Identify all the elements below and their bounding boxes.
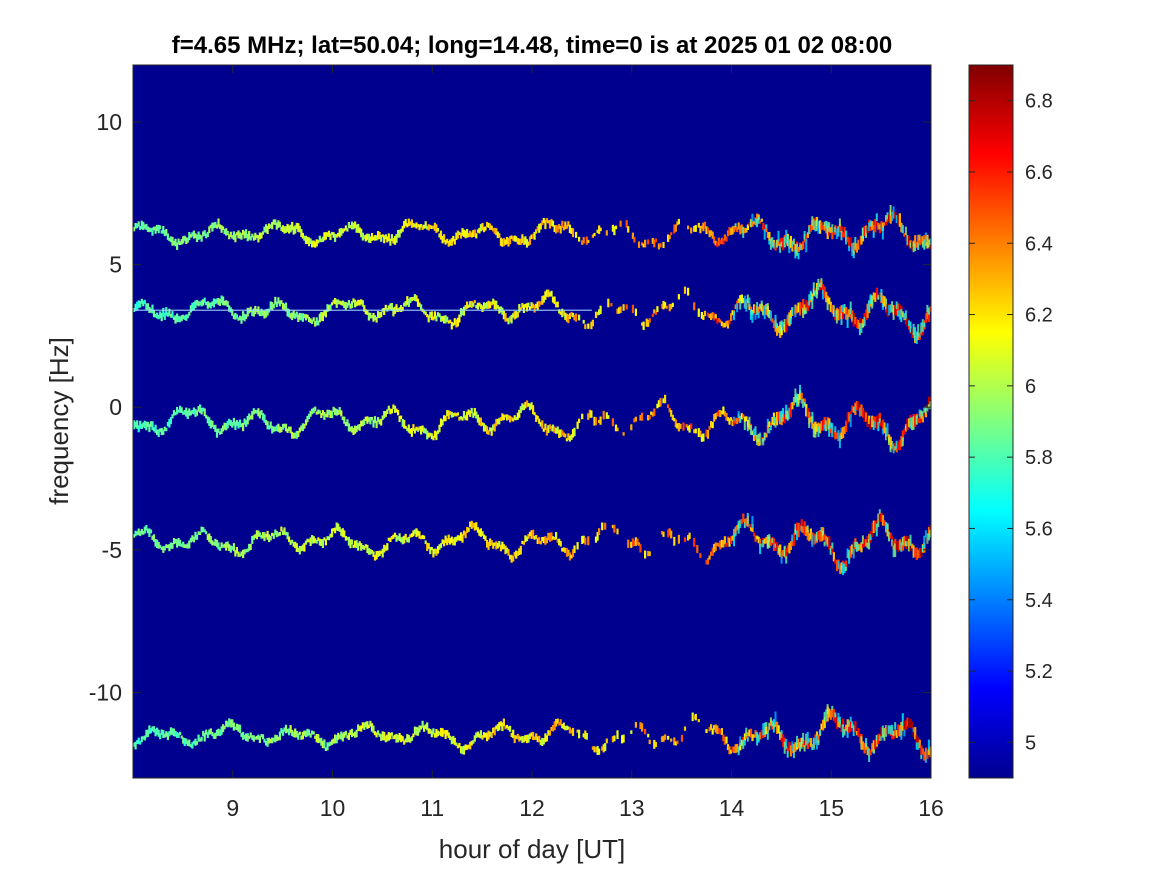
colorbar-tick-label: 5.8	[1025, 447, 1053, 469]
y-tick-label: -10	[89, 679, 122, 705]
colorbar-tick-label: 6.4	[1025, 233, 1053, 255]
y-tick-label: 10	[96, 109, 122, 135]
colorbar-tick-label: 6.8	[1025, 91, 1053, 113]
colorbar-tick-label: 5.4	[1025, 590, 1053, 612]
x-tick-label: 15	[818, 795, 844, 821]
x-tick-label: 14	[719, 795, 745, 821]
trace-4	[133, 509, 931, 576]
y-tick-label: 5	[109, 252, 122, 278]
x-axis: 9 10 11 12 13 14 15 16	[226, 65, 944, 821]
y-tick-label: 0	[109, 394, 122, 420]
x-tick-label: 16	[918, 795, 944, 821]
trace-1	[133, 205, 931, 260]
trace-3	[133, 384, 931, 454]
trace-5	[133, 704, 931, 763]
colorbar-tick-label: 5	[1025, 732, 1036, 754]
x-tick-label: 13	[619, 795, 645, 821]
x-tick-label: 12	[519, 795, 545, 821]
colorbar-tick-label: 6.2	[1025, 305, 1053, 327]
colorbar-tick-label: 6.6	[1025, 162, 1053, 184]
x-tick-label: 11	[420, 795, 444, 821]
colorbar-tick-label: 5.6	[1025, 518, 1053, 540]
y-axis: 10 5 0 -5 -10	[89, 109, 931, 705]
y-tick-label: -5	[102, 537, 122, 563]
y-axis-label: frequency [Hz]	[44, 337, 74, 505]
x-tick-label: 10	[320, 795, 346, 821]
chart-title: f=4.65 MHz; lat=50.04; long=14.48, time=…	[172, 32, 892, 59]
x-tick-label: 9	[226, 795, 239, 821]
colorbar	[968, 64, 1014, 779]
x-axis-label: hour of day [UT]	[439, 834, 625, 864]
signal-traces	[133, 205, 931, 763]
colorbar-ticks: 6.8 6.6 6.4 6.2 6 5.8 5.6 5.4 5.2 5	[969, 91, 1053, 754]
colorbar-tick-label: 5.2	[1025, 661, 1053, 683]
colorbar-tick-label: 6	[1025, 376, 1036, 398]
